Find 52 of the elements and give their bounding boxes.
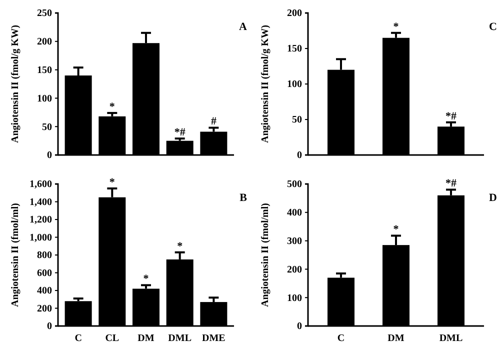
data-label: *: [393, 224, 400, 236]
y-tick-label: 200: [287, 264, 302, 276]
y-tick-label: 0: [297, 321, 302, 332]
y-tick-label: 400: [37, 286, 52, 297]
y-tick-label: 50: [42, 122, 52, 133]
x-tick-label: C: [74, 333, 82, 343]
x-tick-label: DM: [388, 333, 405, 343]
y-tick-label: 1,600: [30, 179, 52, 190]
text: A: [239, 21, 248, 33]
x-tick-label: DME: [202, 333, 226, 343]
y-tick-label: 600: [37, 268, 52, 279]
data-label: *#: [174, 126, 186, 139]
y-tick-label: 250: [37, 8, 52, 20]
y-tick-label: 0: [297, 150, 302, 162]
y-tick-label: 1,000: [30, 232, 52, 244]
y-axis-title: Angiotensin II (fmol/ml): [260, 203, 271, 307]
text: B: [240, 192, 248, 204]
data-label: *: [393, 20, 400, 33]
y-tick-label: 200: [287, 8, 302, 20]
data-label: *: [177, 240, 184, 252]
y-tick-label: 300: [287, 236, 302, 247]
y-tick-label: 150: [37, 65, 52, 76]
x-tick-label: DM: [138, 333, 155, 343]
y-tick-label: 0: [47, 150, 52, 162]
x-tick-label: CL: [105, 333, 120, 343]
y-tick-label: 50: [292, 114, 302, 126]
y-tick-label: 800: [37, 250, 52, 262]
y-tick-label: 150: [287, 44, 302, 55]
y-tick-label: 100: [37, 93, 52, 104]
y-axis-title: Angiotensin II (fmol/g KW): [260, 24, 271, 144]
data-label: *#: [446, 178, 457, 190]
data-label: #: [210, 116, 217, 128]
y-tick-label: 200: [37, 36, 52, 48]
y-tick-label: 200: [37, 303, 52, 314]
y-tick-label: 100: [287, 79, 302, 90]
y-tick-label: 1,400: [30, 196, 52, 208]
y-tick-label: 500: [287, 179, 302, 190]
y-tick-label: 0: [47, 321, 52, 332]
text: C: [489, 21, 498, 33]
data-label: *: [109, 100, 116, 113]
y-tick-label: 1,200: [30, 214, 52, 226]
text: D: [489, 192, 498, 204]
y-tick-label: 100: [287, 292, 302, 304]
data-label: *#: [446, 110, 457, 122]
x-tick-label: DML: [439, 333, 463, 343]
y-axis-title: Angiotensin II (fmol/g KW): [10, 24, 21, 144]
data-label: *: [143, 273, 150, 286]
x-tick-label: DML: [168, 333, 192, 343]
x-tick-label: C: [337, 333, 345, 343]
y-tick-label: 400: [287, 208, 302, 219]
y-axis-title: Angiotensin II (fmol/ml): [10, 203, 21, 307]
data-label: *: [109, 176, 116, 188]
